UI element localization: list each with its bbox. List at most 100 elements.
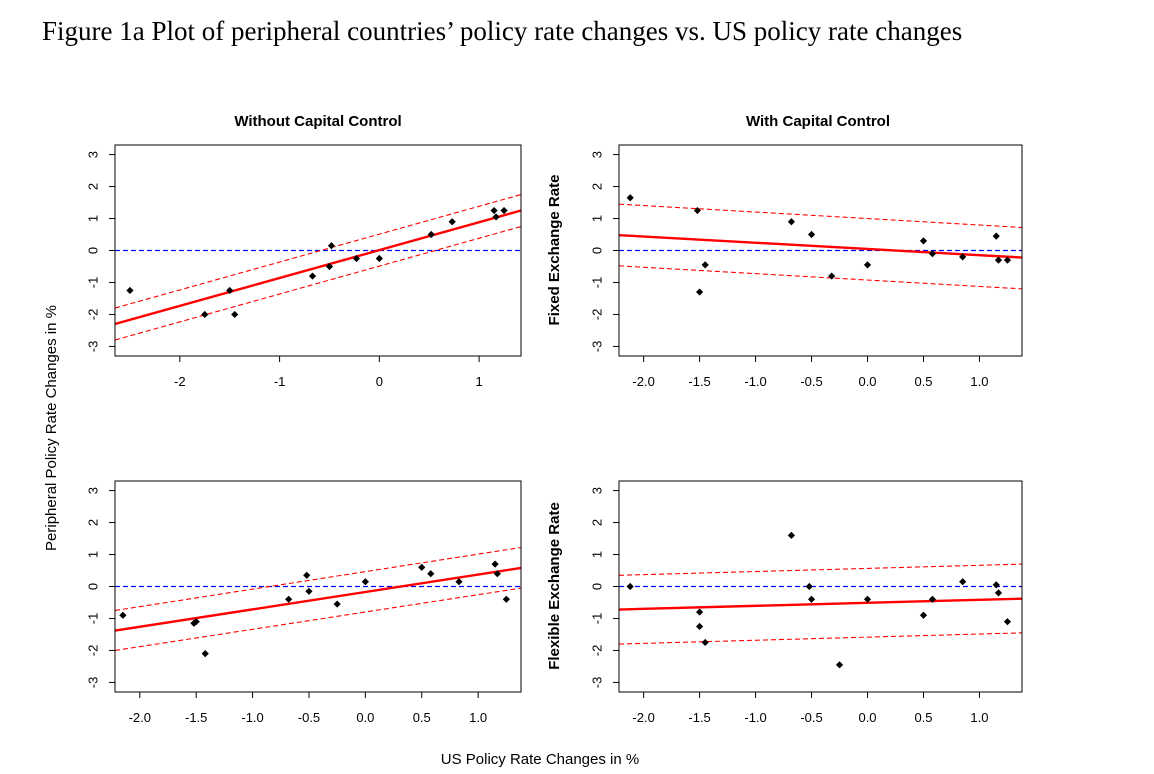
data-point — [502, 595, 510, 603]
data-point — [805, 582, 813, 591]
confidence-band-lower — [619, 265, 1022, 290]
data-point — [226, 286, 234, 295]
x-tick-label: 1.0 — [970, 710, 988, 725]
data-point — [126, 286, 134, 295]
data-point — [701, 261, 709, 269]
fit-line — [115, 209, 521, 326]
data-point — [427, 230, 435, 239]
data-point — [928, 595, 937, 603]
y-tick-label: 0 — [86, 583, 101, 590]
panel-plot-region — [115, 546, 521, 658]
column-title-without-capital-control: Without Capital Control — [234, 113, 401, 130]
data-point — [119, 611, 127, 619]
column-title-with-capital-control: With Capital Control — [746, 113, 890, 130]
y-tick-label: 0 — [590, 247, 605, 254]
panels-group: -2 -1 0 1 -3 -2 -1 0 1 2 3 -2.0 -1.5 -1.0 -0.5 0.0 0.5 1.… — [86, 144, 1023, 725]
x-tick-label: -1.5 — [185, 710, 207, 725]
panel-plot-region — [115, 194, 521, 341]
data-point — [626, 582, 634, 591]
confidence-band-lower — [115, 587, 521, 651]
data-point — [352, 254, 361, 263]
x-tick-label: -1.0 — [744, 374, 766, 389]
data-point — [959, 578, 967, 586]
panel-3: -2.0 -1.5 -1.0 -0.5 0.0 0.5 1.0 -3 -2 -1 0 1 2 3 — [590, 480, 1023, 725]
y-tick-label: -3 — [590, 341, 605, 353]
data-point — [192, 618, 200, 626]
data-point — [325, 262, 334, 271]
y-tick-label: 0 — [590, 583, 605, 590]
data-point — [305, 587, 313, 595]
data-point — [308, 272, 317, 280]
data-point — [696, 622, 704, 631]
y-tick-label: -2 — [86, 309, 101, 321]
panel-plot-region — [619, 531, 1022, 669]
data-point — [455, 578, 463, 586]
x-tick-label: 0.0 — [858, 710, 876, 725]
y-tick-label: -2 — [590, 645, 605, 657]
confidence-band-upper — [115, 546, 521, 612]
y-tick-label: -2 — [590, 309, 605, 321]
data-point — [500, 206, 508, 215]
x-tick-label: 0.0 — [858, 374, 876, 389]
confidence-band-upper — [115, 194, 521, 309]
panel-2: -2.0 -1.5 -1.0 -0.5 0.0 0.5 1.0 -3 -2 -1 0 1 2 3 — [86, 480, 522, 725]
x-tick-label: -0.5 — [298, 710, 320, 725]
y-tick-label: 2 — [86, 519, 101, 526]
data-point — [201, 310, 209, 319]
data-point — [492, 213, 500, 221]
data-point — [992, 232, 1000, 240]
x-tick-label: 1.0 — [970, 374, 988, 389]
panel-1: -2.0 -1.5 -1.0 -0.5 0.0 0.5 1.0 -3 -2 -1 0 1 2 3 — [590, 144, 1023, 389]
y-tick-label: 2 — [590, 519, 605, 526]
y-axis-label: Peripheral Policy Rate Changes in % — [43, 305, 60, 551]
figure-caption: Figure 1a Plot of peripheral countries’ … — [42, 16, 963, 46]
y-tick-label: 1 — [590, 215, 605, 222]
data-point — [787, 531, 795, 539]
x-tick-label: -0.5 — [800, 374, 822, 389]
data-point — [807, 230, 816, 239]
data-point — [375, 254, 383, 263]
data-point — [448, 218, 456, 226]
x-tick-label: 0.0 — [356, 710, 374, 725]
x-tick-label: -2.0 — [632, 374, 654, 389]
data-point — [493, 570, 501, 578]
x-tick-label: -2.0 — [632, 710, 654, 725]
y-tick-label: 3 — [86, 151, 101, 158]
y-tick-label: 3 — [590, 487, 605, 494]
x-tick-label: 0.5 — [413, 710, 431, 725]
x-tick-label: 1 — [475, 374, 482, 389]
y-tick-label: 2 — [86, 183, 101, 190]
data-point — [863, 261, 872, 269]
y-tick-label: 1 — [86, 215, 101, 222]
fit-line — [115, 566, 521, 632]
data-point — [696, 288, 704, 296]
x-tick-label: 0.5 — [914, 374, 932, 389]
data-point — [959, 253, 967, 261]
fit-line — [619, 233, 1022, 259]
data-point — [828, 272, 836, 280]
x-axis-label: US Policy Rate Changes in % — [441, 751, 639, 768]
y-tick-label: 1 — [590, 551, 605, 558]
data-point — [835, 661, 844, 669]
x-tick-label: -1.0 — [241, 710, 263, 725]
data-point — [327, 242, 336, 250]
y-tick-label: -2 — [86, 645, 101, 657]
y-tick-label: 1 — [86, 551, 101, 558]
data-point — [701, 638, 709, 647]
x-tick-label: -1 — [274, 374, 286, 389]
y-tick-label: -1 — [86, 613, 101, 625]
data-point — [303, 571, 311, 579]
x-tick-label: -0.5 — [800, 710, 822, 725]
y-tick-label: -3 — [86, 677, 101, 689]
panel-0: -2 -1 0 1 -3 -2 -1 0 1 2 3 — [86, 144, 522, 389]
y-tick-label: -1 — [590, 277, 605, 289]
data-point — [919, 237, 928, 245]
y-tick-label: 3 — [86, 487, 101, 494]
data-point — [787, 218, 795, 226]
x-tick-label: -2 — [174, 374, 186, 389]
data-point — [696, 608, 704, 616]
data-point — [992, 581, 1000, 589]
panel-plot-region — [619, 194, 1022, 296]
y-tick-label: -1 — [590, 613, 605, 625]
